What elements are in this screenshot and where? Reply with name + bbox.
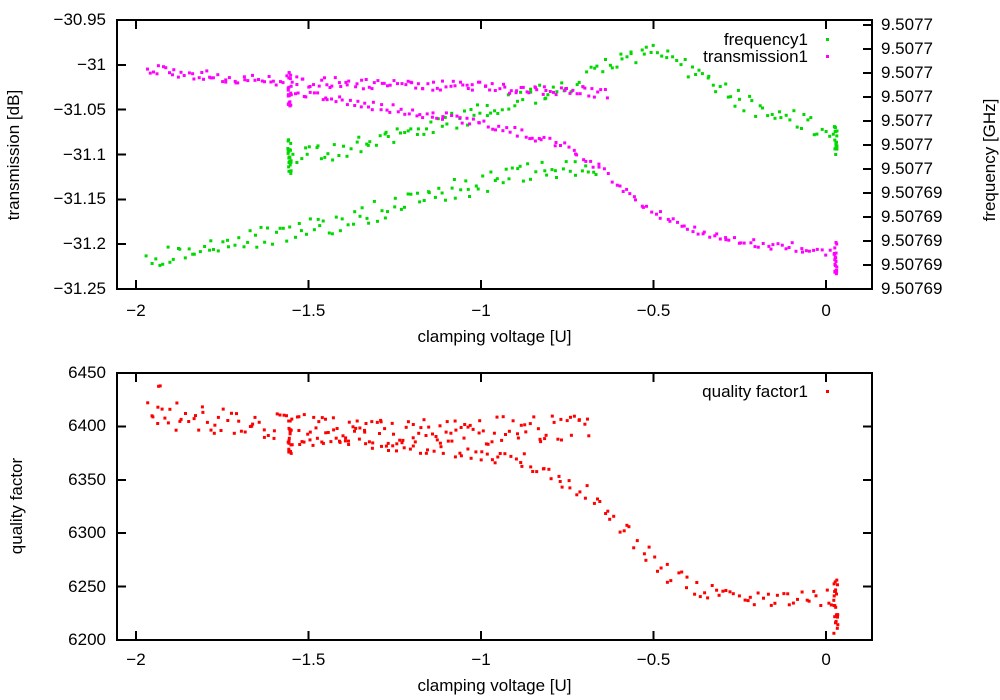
y-tick-label: −31.25 xyxy=(53,279,106,298)
plot-1 xyxy=(116,372,873,641)
x-tick-label: −1.5 xyxy=(291,650,326,669)
x-tick-label: 0 xyxy=(821,301,831,320)
top-xaxis-title: clamping voltage [U] xyxy=(417,327,572,346)
scatter-transmission1 xyxy=(146,64,839,276)
x-tick-label: −0.5 xyxy=(636,650,671,669)
plot-0 xyxy=(116,19,873,290)
y-tick-label: 6250 xyxy=(68,576,106,596)
y-tick-label: −31 xyxy=(77,54,106,74)
scatter-quality-factor1 xyxy=(146,384,840,635)
top-legend: frequency1 transmission1 xyxy=(703,31,829,65)
y-tick-label: −31.05 xyxy=(53,99,106,119)
y2-tick-label: 9.5077 xyxy=(881,38,933,58)
x-tick-label: −2 xyxy=(126,301,146,320)
x-tick-label: −1 xyxy=(471,301,491,320)
x-tick-label: −1.5 xyxy=(291,301,326,320)
y2-tick-label: 9.5077 xyxy=(881,110,933,130)
legend-label-quality-factor1: quality factor1 xyxy=(702,382,808,401)
y2-tick-label: 9.5077 xyxy=(881,158,933,178)
y-tick-label: 6350 xyxy=(68,469,106,489)
y-tick-label: −31.1 xyxy=(62,144,106,164)
x-tick-label: −1 xyxy=(471,650,491,669)
bottom-yaxis-title: quality factor xyxy=(7,457,26,555)
tick-marks xyxy=(117,372,872,641)
legend-entry-quality-factor1: quality factor1 xyxy=(702,383,829,400)
y2-tick-label: 9.50769 xyxy=(881,182,943,202)
y-tick-label: −31.15 xyxy=(53,189,106,209)
y-tick-label: 6300 xyxy=(68,523,106,543)
y2-tick-label: 9.5077 xyxy=(881,62,933,82)
tick-marks xyxy=(117,19,872,290)
legend-marker-quality-factor1 xyxy=(826,390,829,393)
y-tick-label: −30.95 xyxy=(53,10,106,29)
legend-entry-frequency1: frequency1 xyxy=(724,31,829,48)
x-tick-label: −2 xyxy=(126,650,146,669)
y2-tick-label: 9.5077 xyxy=(881,86,933,106)
y2-tick-label: 9.50769 xyxy=(881,279,943,298)
legend-marker-transmission1 xyxy=(826,55,829,58)
x-tick-label: −0.5 xyxy=(636,301,671,320)
y-tick-label: 6200 xyxy=(68,630,106,649)
x-tick-label: 0 xyxy=(821,650,831,669)
y-tick-label: 6450 xyxy=(68,363,106,382)
legend-label-transmission1: transmission1 xyxy=(703,47,808,66)
y2-tick-label: 9.50769 xyxy=(881,254,943,274)
bottom-legend: quality factor1 xyxy=(702,383,829,400)
y2-tick-label: 9.5077 xyxy=(881,134,933,154)
scatter-frequency1 xyxy=(144,43,839,267)
top-right-yaxis-title: frequency [GHz] xyxy=(980,98,999,222)
legend-label-frequency1: frequency1 xyxy=(723,30,808,49)
plot-frame xyxy=(116,372,873,641)
bottom-xaxis-title: clamping voltage [U] xyxy=(417,676,572,695)
y2-tick-label: 9.50769 xyxy=(881,230,943,250)
y-tick-label: 6400 xyxy=(68,416,106,436)
y2-tick-label: 9.5077 xyxy=(881,14,933,34)
y-tick-label: −31.2 xyxy=(62,234,106,254)
legend-entry-transmission1: transmission1 xyxy=(703,48,829,65)
legend-marker-frequency1 xyxy=(826,38,829,41)
y2-tick-label: 9.50769 xyxy=(881,206,943,226)
